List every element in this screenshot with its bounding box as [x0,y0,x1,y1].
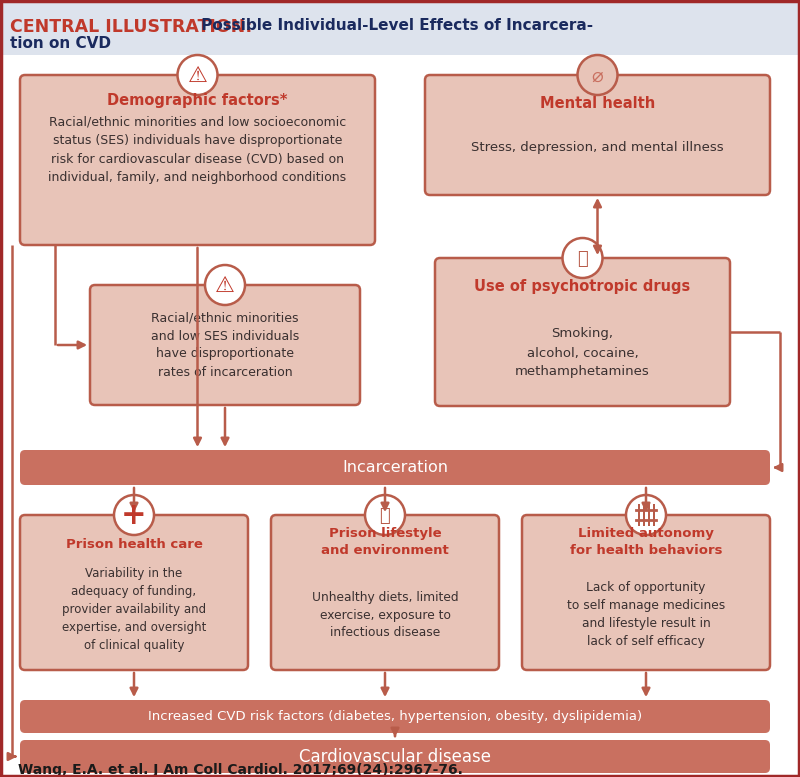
FancyBboxPatch shape [425,75,770,195]
Text: Use of psychotropic drugs: Use of psychotropic drugs [474,278,690,294]
FancyBboxPatch shape [271,515,499,670]
Circle shape [205,265,245,305]
FancyBboxPatch shape [20,700,770,733]
FancyBboxPatch shape [90,285,360,405]
Text: tion on CVD: tion on CVD [10,36,111,51]
Text: Unhealthy diets, limited
exercise, exposure to
infectious disease: Unhealthy diets, limited exercise, expos… [312,591,458,639]
Text: 🍎: 🍎 [380,507,390,525]
FancyBboxPatch shape [20,515,248,670]
Text: Variability in the
adequacy of funding,
provider availability and
expertise, and: Variability in the adequacy of funding, … [62,567,206,653]
Text: ⚠: ⚠ [187,66,207,86]
Text: +: + [121,501,147,531]
Circle shape [578,55,618,95]
Text: Prison health care: Prison health care [66,538,202,552]
Text: ⚠: ⚠ [215,276,235,296]
FancyBboxPatch shape [522,515,770,670]
Circle shape [562,238,602,278]
Bar [653,504,655,526]
Text: Prison lifestyle
and environment: Prison lifestyle and environment [321,528,449,556]
Text: Increased CVD risk factors (diabetes, hypertension, obesity, dyslipidemia): Increased CVD risk factors (diabetes, hy… [148,710,642,723]
Circle shape [114,495,154,535]
Text: Racial/ethnic minorities and low socioeconomic
status (SES) individuals have dis: Racial/ethnic minorities and low socioec… [49,116,346,184]
Text: Mental health: Mental health [540,96,655,110]
Text: Stress, depression, and mental illness: Stress, depression, and mental illness [471,141,724,154]
Text: CENTRAL ILLUSTRATION:: CENTRAL ILLUSTRATION: [10,18,252,36]
Circle shape [626,495,666,535]
FancyBboxPatch shape [20,450,770,485]
FancyBboxPatch shape [20,740,770,773]
Text: Wang, E.A. et al. J Am Coll Cardiol. 2017;69(24):2967-76.: Wang, E.A. et al. J Am Coll Cardiol. 201… [18,763,463,777]
FancyBboxPatch shape [435,258,730,406]
Bar [1,1,799,55]
Circle shape [178,55,218,95]
Text: Racial/ethnic minorities
and low SES individuals
have disproportionate
rates of : Racial/ethnic minorities and low SES ind… [151,312,299,378]
Bar [638,504,640,526]
Bar [648,504,650,526]
Text: ⌀: ⌀ [592,67,603,85]
Text: Possible Individual-Level Effects of Incarcera-: Possible Individual-Level Effects of Inc… [196,18,593,33]
Text: Demographic factors*: Demographic factors* [107,92,288,107]
Text: Limited autonomy
for health behaviors: Limited autonomy for health behaviors [570,528,722,556]
Circle shape [365,495,405,535]
Text: 🍷: 🍷 [577,250,588,268]
Text: Lack of opportunity
to self manage medicines
and lifestyle result in
lack of sel: Lack of opportunity to self manage medic… [567,581,725,649]
Bar [642,504,646,526]
FancyBboxPatch shape [20,75,375,245]
Text: Cardiovascular disease: Cardiovascular disease [299,747,491,765]
Text: Smoking,
alcohol, cocaine,
methamphetamines: Smoking, alcohol, cocaine, methamphetami… [515,327,650,378]
Text: Incarceration: Incarceration [342,460,448,475]
